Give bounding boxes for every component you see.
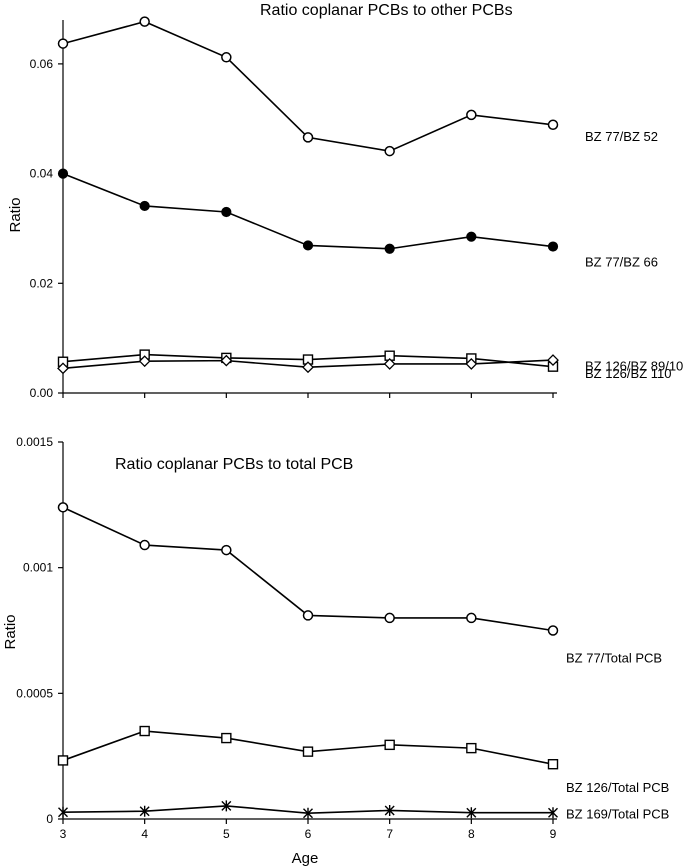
x-tick-label: 8	[468, 827, 475, 841]
data-point	[547, 625, 559, 636]
data-point	[302, 132, 314, 143]
series-label: BZ 126/BZ 110	[585, 366, 671, 381]
data-point	[57, 362, 69, 375]
series-label: BZ 77/BZ 66	[585, 255, 658, 270]
data-point	[465, 358, 478, 370]
series-label: BZ 169/Total PCB	[566, 807, 669, 822]
data-point	[466, 612, 477, 624]
data-point	[220, 354, 233, 367]
data-point	[302, 610, 314, 621]
chart-title: Ratio coplanar PCBs to total PCB	[115, 456, 353, 473]
data-point	[303, 807, 313, 819]
y-tick-label: 0.0015	[16, 435, 53, 449]
x-axis-label: Age	[292, 850, 319, 867]
series-label: BZ 77/Total PCB	[566, 651, 662, 666]
data-point	[139, 805, 150, 817]
data-point	[139, 16, 150, 27]
y-tick-label: 0.02	[30, 276, 54, 290]
series-line	[62, 172, 554, 250]
y-tick-label: 0.06	[30, 57, 54, 71]
data-point	[221, 52, 232, 63]
data-point	[384, 243, 395, 254]
series-label: BZ 126/BZ 89/10	[585, 359, 683, 374]
data-point	[221, 800, 232, 812]
y-axis-label: Ratio	[2, 614, 19, 649]
data-point	[138, 355, 151, 368]
series-line	[62, 20, 554, 152]
data-point	[547, 759, 559, 770]
data-point	[466, 109, 477, 121]
series-4: BZ 126/BZ 110	[57, 354, 671, 381]
y-tick-label: 0.04	[30, 167, 54, 181]
data-point	[139, 200, 150, 212]
data-point	[547, 354, 559, 367]
series-2: BZ 126/Total PCB	[57, 725, 669, 795]
data-point	[466, 231, 477, 242]
data-point	[384, 145, 395, 157]
data-point	[384, 804, 395, 816]
data-point	[57, 502, 69, 513]
data-point	[547, 119, 559, 131]
data-point	[302, 746, 314, 757]
data-point	[58, 806, 68, 818]
data-point	[221, 206, 232, 218]
series-3: BZ 169/Total PCB	[58, 800, 669, 822]
data-point	[57, 755, 69, 766]
data-point	[302, 240, 314, 251]
chart-panel-2: Ratio coplanar PCBs to total PCB 0 0.0005 0…	[2, 435, 669, 867]
series-2: BZ 77/BZ 66	[57, 168, 658, 270]
data-point	[139, 725, 150, 737]
x-tick-label: 7	[386, 827, 393, 841]
series-label: BZ 126/Total PCB	[566, 780, 669, 795]
series-label: BZ 77/BZ 52	[585, 129, 658, 144]
x-tick-label: 4	[141, 827, 148, 841]
chart-title: Ratio coplanar PCBs to other PCBs	[260, 2, 513, 19]
data-point	[302, 361, 314, 374]
data-point	[383, 358, 396, 370]
x-tick-label: 6	[305, 827, 312, 841]
data-point	[57, 168, 69, 179]
data-point	[547, 241, 559, 252]
x-tick-label: 9	[550, 827, 557, 841]
y-axis-label: Ratio	[7, 197, 24, 232]
data-point	[466, 807, 477, 819]
data-point	[384, 612, 395, 624]
data-point	[548, 807, 558, 819]
x-tick-label: 5	[223, 827, 230, 841]
x-tick-label: 3	[60, 827, 67, 841]
data-point	[221, 732, 232, 744]
y-tick-label: 0	[46, 812, 53, 826]
data-point	[57, 38, 69, 49]
data-point	[384, 739, 395, 751]
y-tick-label: 0.00	[30, 386, 54, 400]
data-point	[139, 539, 150, 551]
series-1: BZ 77/BZ 52	[57, 16, 658, 157]
data-point	[221, 544, 232, 556]
series-1: BZ 77/Total PCB	[57, 502, 662, 666]
y-tick-label: 0.001	[23, 561, 53, 575]
data-point	[466, 742, 477, 754]
chart-panel-1: Ratio coplanar PCBs to other PCBs 0.00 0.0…	[7, 2, 683, 400]
y-tick-label: 0.0005	[16, 686, 53, 700]
